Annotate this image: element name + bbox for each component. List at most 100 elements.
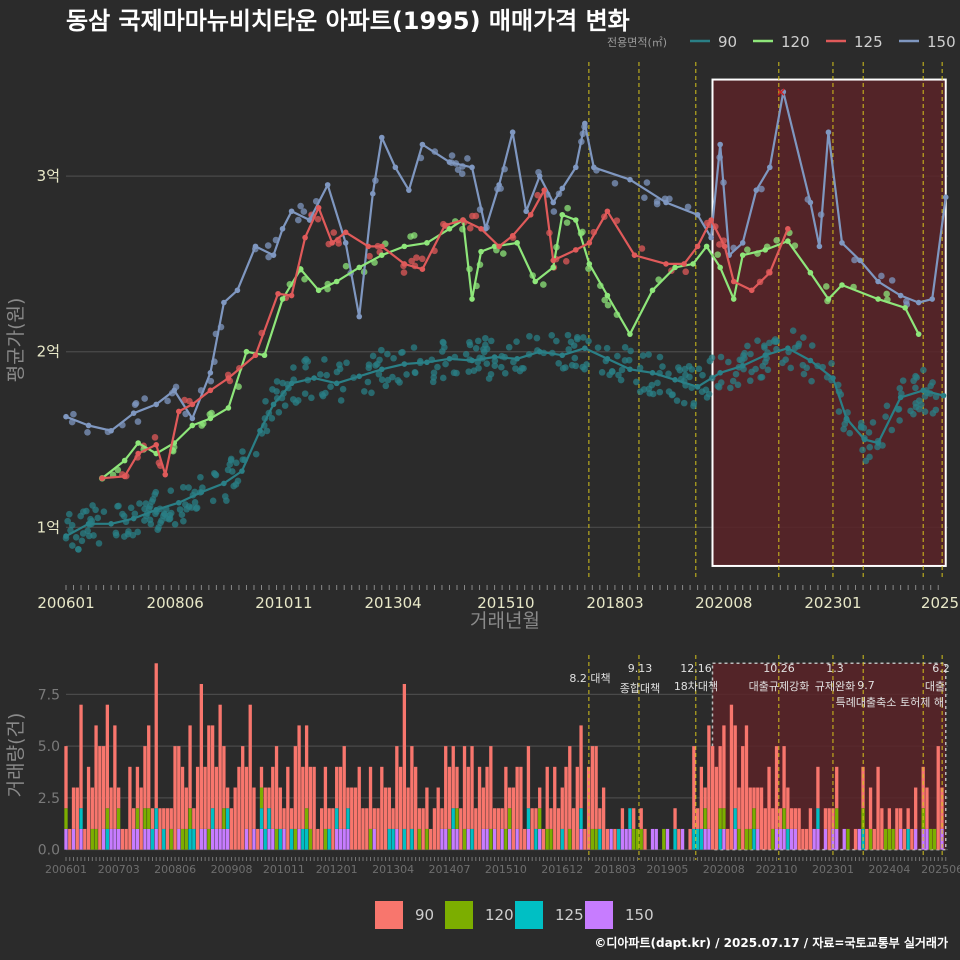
volume-bar (699, 766, 704, 829)
scatter-point (583, 361, 590, 368)
volume-bar (440, 828, 444, 850)
volume-bar (301, 828, 305, 850)
volume-bar (481, 828, 485, 850)
volume-bar (560, 787, 564, 829)
bar-legend-swatch-90 (375, 901, 403, 929)
series-point-150 (369, 190, 376, 197)
volume-bar (677, 828, 681, 850)
volume-bar (628, 808, 632, 829)
scatter-point (656, 353, 664, 361)
size-legend: 전용면적(㎡) 90 120 125 150 (607, 33, 956, 51)
volume-bar (105, 828, 110, 850)
volume-bar (583, 828, 587, 850)
volume-bar (147, 725, 151, 809)
series-point-90 (401, 361, 408, 367)
volume-bar (906, 808, 910, 829)
scatter-point (752, 365, 759, 373)
scatter-point (574, 334, 581, 341)
volume-bar (620, 808, 625, 829)
volume-bar (335, 828, 339, 850)
bar-legend-swatch-150 (585, 901, 613, 929)
volume-bar (319, 808, 324, 850)
scatter-point (562, 364, 569, 371)
scatter-point (74, 545, 82, 553)
scatter-point (913, 374, 920, 381)
series-point-90 (469, 357, 475, 364)
series-point-120 (586, 261, 593, 267)
scatter-point (512, 365, 519, 372)
scatter-point (441, 344, 448, 351)
series-point-150 (536, 173, 543, 179)
volume-bar (797, 808, 801, 850)
volume-bar (545, 766, 549, 829)
scatter-point (896, 385, 904, 392)
scatter-point (65, 510, 73, 518)
series-point-125 (694, 243, 701, 250)
volume-x-tick-label: 201510 (485, 863, 527, 876)
volume-bar (451, 808, 455, 829)
series-point-150 (550, 199, 557, 206)
scatter-point (361, 388, 368, 395)
scatter-point (729, 377, 737, 385)
scatter-point (378, 346, 385, 354)
policy-date-8: 6.2 (932, 662, 950, 675)
volume-bar (244, 828, 249, 850)
scatter-point (378, 376, 386, 384)
scatter-point (668, 391, 676, 399)
scatter-point (314, 215, 322, 223)
volume-bar (282, 828, 286, 850)
scatter-point (210, 470, 218, 477)
volume-bar (455, 766, 459, 809)
volume-bar (429, 828, 433, 850)
volume-x-tick-label: 202110 (756, 863, 798, 876)
volume-bar (79, 828, 83, 850)
scatter-point (618, 366, 626, 374)
volume-bar (233, 787, 237, 850)
series-point-150 (469, 164, 475, 171)
scatter-point (112, 531, 120, 539)
volume-bar (459, 808, 463, 850)
scatter-point (513, 338, 520, 345)
series-point-120 (261, 352, 268, 359)
scatter-point (141, 505, 148, 513)
volume-bar (722, 828, 726, 850)
scatter-point (866, 443, 874, 451)
volume-bar (128, 766, 132, 850)
scatter-point (129, 531, 137, 539)
volume-bar (248, 704, 252, 850)
bar-legend-label-90: 90 (415, 906, 434, 924)
scatter-point (759, 362, 767, 370)
volume-bar (470, 828, 474, 850)
scatter-point (860, 424, 868, 432)
volume-bar (534, 828, 538, 850)
series-point-125 (175, 408, 182, 415)
scatter-point (408, 257, 415, 265)
series-point-150 (207, 370, 214, 376)
volume-bar (267, 787, 271, 809)
series-point-125 (527, 211, 534, 218)
scatter-point (883, 290, 890, 298)
volume-bar (350, 787, 354, 850)
volume-bar (835, 828, 839, 850)
series-point-90 (762, 352, 769, 359)
scatter-point (857, 419, 865, 427)
scatter-point (761, 342, 768, 350)
volume-bar (455, 808, 459, 829)
scatter-point (625, 356, 633, 364)
scatter-point (458, 170, 466, 177)
volume-bar (718, 828, 722, 850)
volume-bar (327, 828, 331, 850)
series-point-120 (672, 264, 678, 271)
scatter-point (912, 384, 919, 392)
volume-bar (538, 828, 542, 850)
volume-bar (222, 808, 226, 829)
y-tick-label: 1억 (37, 518, 60, 536)
series-point-90 (446, 355, 453, 362)
volume-bar (914, 828, 918, 850)
scatter-point (198, 422, 206, 429)
volume-y-tick-label: 7.5 (38, 687, 60, 703)
volume-bar (132, 828, 136, 850)
series-point-120 (379, 252, 385, 258)
scatter-point (430, 369, 438, 377)
volume-bar (143, 746, 147, 809)
